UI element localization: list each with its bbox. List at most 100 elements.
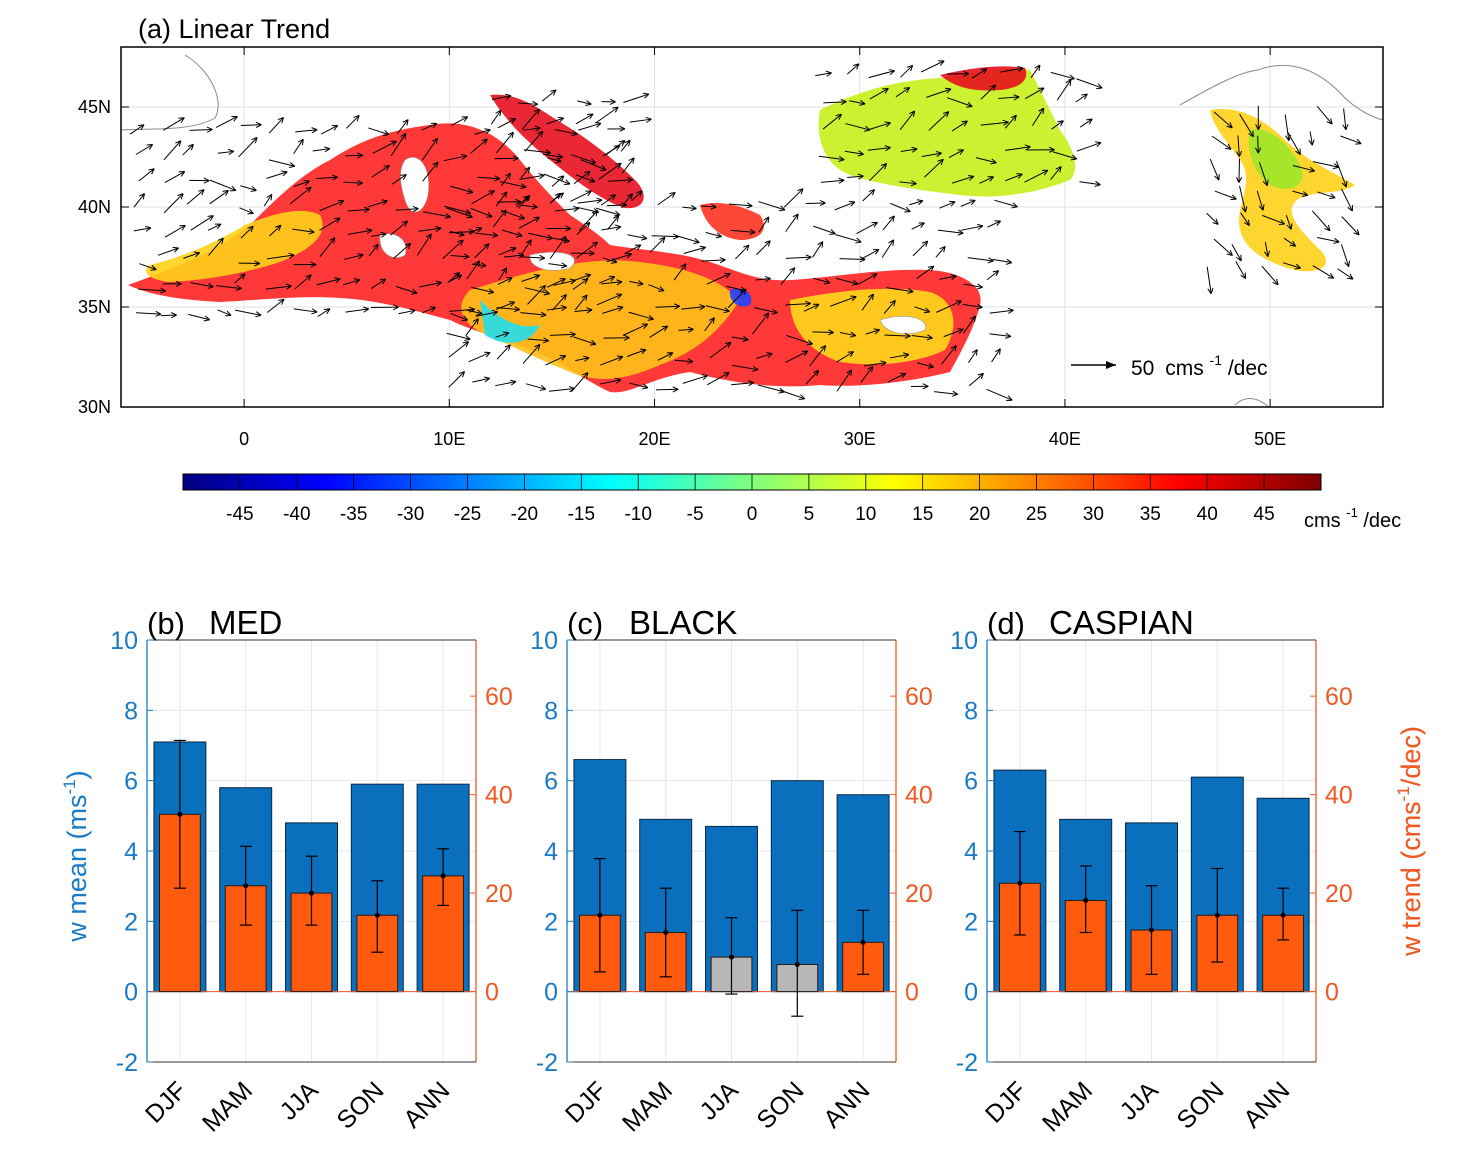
trend-vector	[598, 162, 622, 180]
category-label: JJA	[694, 1076, 743, 1125]
trend-vector-head	[539, 384, 547, 391]
panel-label: (c)	[567, 606, 603, 641]
trend-vector-head	[1341, 180, 1348, 188]
category-label: DJF	[980, 1076, 1032, 1128]
trend-vector	[370, 278, 386, 290]
trend-vector-head	[538, 173, 545, 180]
trend-vector-head	[532, 100, 539, 108]
trend-vector-head	[539, 284, 546, 292]
right-tick-label: 40	[1325, 782, 1353, 810]
trend-vector-head	[591, 241, 599, 248]
trend-vector	[926, 88, 952, 98]
trend-vector-head	[254, 260, 261, 267]
trend-vector-head	[455, 274, 463, 281]
trend-vector-head	[1055, 166, 1062, 173]
trend-vector	[289, 186, 312, 205]
trend-vector-head	[797, 188, 804, 195]
trend-vector	[912, 240, 929, 257]
trend-vector-head	[203, 177, 210, 184]
trend-vector	[948, 149, 964, 159]
trend-vector-head	[623, 334, 630, 341]
trend-vector-head	[334, 217, 341, 224]
trend-vector	[862, 189, 875, 202]
trend-vector	[655, 388, 679, 391]
right-tick-label: 60	[1325, 683, 1353, 711]
category-label: JJA	[1114, 1076, 1163, 1125]
trend-vector	[962, 303, 983, 308]
trend-vector	[596, 207, 621, 216]
trend-vector	[1231, 244, 1242, 262]
trend-vector-head	[1240, 272, 1247, 279]
trend-vector	[1317, 191, 1336, 199]
trend-vector	[847, 175, 864, 178]
trend-vector-head	[1010, 114, 1017, 122]
trend-vector-head	[610, 257, 618, 264]
panel-title: MED	[209, 604, 282, 641]
trend-vector	[269, 224, 282, 237]
trend-vector	[396, 119, 409, 135]
svg-text:cms -1 /dec: cms -1 /dec	[1304, 500, 1401, 532]
trend-vector	[757, 384, 785, 393]
trend-vector-head	[231, 115, 238, 122]
trend-vector-head	[747, 380, 755, 387]
trend-vector-head	[699, 245, 706, 252]
trend-vector-head	[806, 339, 813, 346]
colorbar-tick-label: -25	[454, 504, 481, 525]
trend-vector-head	[170, 312, 177, 319]
trend-vector	[545, 355, 566, 366]
island	[379, 233, 407, 258]
trend-vector	[521, 274, 540, 283]
trend-vector-head	[583, 355, 590, 362]
trend-vector	[648, 284, 665, 292]
trend-vector-head	[540, 311, 547, 318]
trend-vector	[1056, 79, 1072, 101]
trend-vector-head	[588, 250, 595, 257]
trend-vector-head	[882, 87, 889, 94]
trend-vector-head	[642, 92, 650, 99]
trend-vector	[916, 362, 934, 368]
trend-vector-head	[533, 274, 541, 280]
trend-vector-head	[625, 252, 632, 259]
left-tick-label: 10	[110, 627, 138, 655]
trend-vector-head	[484, 351, 491, 358]
trend-vector	[553, 237, 570, 242]
trend-vector-head	[1353, 229, 1360, 236]
trend-vector-head	[500, 209, 507, 217]
trend-vector-head	[1002, 119, 1009, 126]
trend-vector	[706, 372, 730, 386]
trend-vector-head	[674, 303, 681, 310]
trend-vector-head	[977, 223, 984, 230]
trend-vector	[1239, 185, 1247, 213]
trend-vector	[320, 125, 338, 135]
right-axis-label-tail: /dec)	[1396, 726, 1426, 786]
map-frame	[120, 46, 1384, 408]
trend-vector-head	[864, 125, 871, 132]
trend-vector	[890, 202, 911, 213]
trend-vector-head	[819, 200, 826, 207]
trend-vector	[924, 158, 944, 178]
trend-vector-head	[1225, 143, 1232, 150]
trend-vector-head	[825, 70, 832, 77]
trend-vector-head	[903, 87, 911, 93]
trend-vector-head	[922, 383, 929, 390]
trend-vector	[471, 190, 495, 205]
trend-vector-head	[458, 371, 466, 378]
trend-vector	[705, 305, 730, 312]
colorbar-tick-label: 35	[1140, 504, 1161, 525]
trend-vector	[450, 313, 468, 321]
trend-vector-head	[1235, 150, 1243, 157]
panel-label: (d)	[987, 606, 1025, 641]
trend-vector	[495, 191, 508, 207]
trend-vector-head	[145, 225, 152, 232]
trend-vector	[1285, 215, 1292, 230]
trend-vector	[265, 285, 292, 290]
trend-vector-head	[411, 288, 418, 295]
trend-vector	[491, 95, 512, 100]
trend-vector-head	[177, 193, 184, 200]
trend-vector	[370, 233, 387, 237]
panel-label: (b)	[147, 606, 185, 641]
left-axis-label-tail: )	[62, 770, 92, 779]
trend-vector-head	[976, 283, 983, 290]
trend-vector	[347, 208, 370, 212]
trend-vector-head	[461, 315, 469, 322]
